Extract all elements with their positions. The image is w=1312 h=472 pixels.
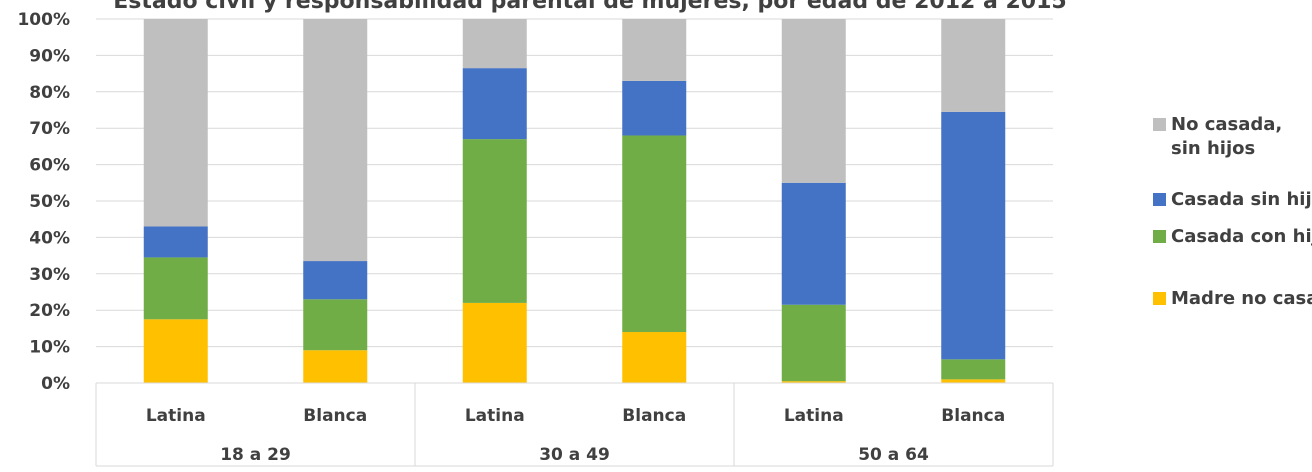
x-tick-label: Blanca [622, 406, 686, 426]
bar-segment-casada-sin-hijos [941, 111, 1006, 360]
x-tick-label: Latina [784, 406, 844, 426]
y-tick-label: 90% [29, 46, 70, 66]
bar-segment-casada-sin-hijos [781, 182, 846, 305]
legend-swatch [1153, 193, 1166, 206]
bar-segment-casada-sin-hijos [622, 80, 687, 136]
bar-segment-madre-no-casada [941, 379, 1006, 383]
bar-segment-casada-con-hijos [941, 359, 1006, 380]
bar-segment-casada-con-hijos [143, 257, 208, 320]
y-tick-label: 20% [29, 301, 70, 321]
x-tick-label: Blanca [303, 406, 367, 426]
legend-label: Casada con hijos [1171, 226, 1312, 247]
bar-segment-casada-con-hijos [622, 135, 687, 333]
gridlines [96, 18, 1053, 384]
x-axis: Latina Blanca 18 a 29 Latina Blanca 30 a 49 La… [95, 382, 1054, 467]
group-label: 18 a 29 [220, 445, 291, 465]
bar-segment-madre-no-casada [462, 302, 527, 383]
bars [143, 19, 1006, 383]
y-tick-label: 40% [29, 228, 70, 248]
y-tick-label: 60% [29, 156, 70, 176]
bar-segment-no-casada-sin-hijos [143, 19, 208, 227]
legend-item: Casada sin hijos [1153, 188, 1312, 212]
y-tick-label: 50% [29, 192, 70, 212]
legend-swatch [1153, 292, 1166, 305]
bar-segment-no-casada-sin-hijos [462, 19, 527, 69]
legend-label: Casada sin hijos [1171, 189, 1312, 210]
bar-segment-madre-no-casada [622, 332, 687, 383]
y-tick-label: 100% [17, 10, 70, 30]
x-tick-label: Latina [465, 406, 525, 426]
legend-label: Madre no casada [1171, 288, 1312, 309]
bar-segment-casada-con-hijos [462, 139, 527, 303]
legend-swatch [1153, 230, 1166, 243]
bar-segment-casada-con-hijos [303, 299, 368, 351]
legend-swatch [1153, 118, 1166, 131]
y-axis: 0% 10% 20% 30% 40% 50% 60% 70% 80% 90% 100% [17, 10, 70, 394]
bar-segment-casada-sin-hijos [143, 226, 208, 258]
y-tick-label: 80% [29, 83, 70, 103]
x-tick-label: Blanca [941, 406, 1005, 426]
bar-segment-no-casada-sin-hijos [622, 19, 687, 81]
y-tick-label: 70% [29, 119, 70, 139]
group-label: 30 a 49 [539, 445, 610, 465]
bar-segment-no-casada-sin-hijos [941, 19, 1006, 112]
bar-segment-no-casada-sin-hijos [781, 19, 846, 183]
bar-segment-casada-con-hijos [781, 304, 846, 382]
bar-segment-madre-no-casada [303, 350, 368, 383]
y-tick-label: 0% [41, 374, 70, 394]
bar-segment-madre-no-casada [781, 381, 846, 383]
legend-label: No casada, sin hijos [1171, 114, 1283, 159]
bar-segment-casada-sin-hijos [303, 261, 368, 300]
legend-item: Casada con hijos [1153, 225, 1312, 249]
legend-item: Madre no casada [1153, 287, 1312, 311]
legend-item: No casada, sin hijos [1153, 113, 1291, 161]
group-label: 50 a 64 [858, 445, 929, 465]
chart-title: Estado civil y responsabilidad parental … [113, 0, 1066, 14]
x-tick-label: Latina [146, 406, 206, 426]
bar-segment-casada-sin-hijos [462, 68, 527, 140]
bar-segment-no-casada-sin-hijos [303, 19, 368, 262]
y-tick-label: 10% [29, 338, 70, 358]
y-tick-label: 30% [29, 265, 70, 285]
bar-segment-madre-no-casada [143, 319, 208, 383]
